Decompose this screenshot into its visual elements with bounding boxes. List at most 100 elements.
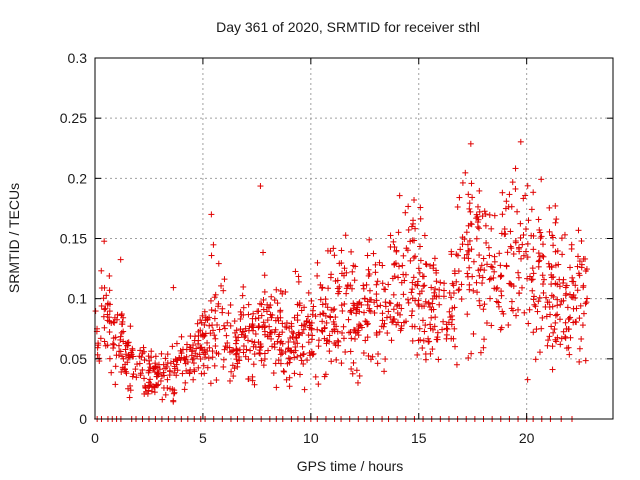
data-point bbox=[453, 278, 460, 285]
data-point bbox=[364, 298, 371, 305]
data-point bbox=[351, 335, 358, 342]
data-point bbox=[517, 220, 524, 227]
data-point bbox=[549, 343, 556, 350]
data-point bbox=[573, 305, 580, 312]
data-point bbox=[574, 253, 581, 260]
data-point bbox=[314, 259, 321, 266]
data-point bbox=[546, 303, 553, 310]
data-point bbox=[342, 232, 349, 239]
data-point bbox=[433, 278, 440, 285]
data-point bbox=[276, 346, 283, 353]
data-point bbox=[356, 308, 363, 315]
data-point bbox=[444, 326, 451, 333]
data-point bbox=[345, 316, 352, 323]
data-point bbox=[327, 248, 334, 255]
data-point bbox=[245, 301, 252, 308]
data-point bbox=[498, 230, 505, 237]
data-point bbox=[440, 318, 447, 325]
data-point bbox=[173, 340, 180, 347]
data-point bbox=[427, 350, 434, 357]
data-point bbox=[101, 324, 108, 331]
data-point bbox=[295, 278, 302, 285]
data-point bbox=[354, 379, 361, 386]
data-point bbox=[101, 306, 108, 313]
data-point bbox=[260, 296, 267, 303]
data-point bbox=[530, 232, 537, 239]
data-point bbox=[391, 273, 398, 280]
data-point bbox=[261, 350, 268, 357]
data-point bbox=[535, 216, 542, 223]
data-point bbox=[491, 268, 498, 275]
data-point bbox=[405, 226, 412, 233]
data-point bbox=[576, 315, 583, 322]
data-point bbox=[405, 299, 412, 306]
data-point bbox=[322, 371, 329, 378]
data-point bbox=[101, 284, 108, 291]
data-point bbox=[340, 323, 347, 330]
data-point bbox=[365, 272, 372, 279]
data-point bbox=[195, 337, 202, 344]
data-point bbox=[562, 333, 569, 340]
data-point bbox=[352, 263, 359, 270]
data-point bbox=[170, 284, 177, 291]
data-point bbox=[408, 223, 415, 230]
data-point bbox=[242, 325, 249, 332]
data-point bbox=[251, 351, 258, 358]
data-point bbox=[213, 377, 220, 384]
data-point bbox=[449, 305, 456, 312]
data-point bbox=[578, 261, 585, 268]
data-point bbox=[524, 254, 531, 261]
data-point bbox=[370, 250, 377, 257]
data-point bbox=[420, 337, 427, 344]
data-point bbox=[550, 242, 557, 249]
data-point bbox=[265, 347, 272, 354]
data-point bbox=[128, 351, 135, 358]
data-point bbox=[118, 369, 125, 376]
data-point bbox=[114, 311, 121, 318]
data-point bbox=[226, 344, 233, 351]
data-point bbox=[410, 274, 417, 281]
data-point bbox=[411, 323, 418, 330]
data-point bbox=[160, 369, 167, 376]
data-point bbox=[416, 269, 423, 276]
data-point bbox=[576, 345, 583, 352]
data-point bbox=[540, 289, 547, 296]
data-point bbox=[428, 284, 435, 291]
data-point bbox=[248, 324, 255, 331]
data-point bbox=[120, 338, 127, 345]
data-point bbox=[223, 332, 230, 339]
data-point bbox=[465, 354, 472, 361]
y-tick-label: 0.05 bbox=[60, 351, 87, 367]
data-point bbox=[452, 343, 459, 350]
data-point bbox=[335, 338, 342, 345]
data-point bbox=[430, 261, 437, 268]
data-point bbox=[491, 253, 498, 260]
data-point bbox=[339, 307, 346, 314]
data-point bbox=[365, 266, 372, 273]
data-point bbox=[383, 314, 390, 321]
data-point bbox=[157, 377, 164, 384]
data-point bbox=[520, 231, 527, 238]
data-point bbox=[106, 287, 113, 294]
data-point bbox=[395, 229, 402, 236]
data-point bbox=[466, 200, 473, 207]
data-point bbox=[360, 349, 367, 356]
y-tick-label: 0.15 bbox=[60, 231, 87, 247]
data-point bbox=[151, 363, 158, 370]
data-point bbox=[491, 285, 498, 292]
data-point bbox=[251, 339, 258, 346]
data-point bbox=[481, 336, 488, 343]
data-point bbox=[476, 252, 483, 259]
data-point bbox=[412, 225, 419, 232]
data-point bbox=[208, 307, 215, 314]
data-point bbox=[261, 324, 268, 331]
data-point bbox=[515, 244, 522, 251]
data-point bbox=[361, 309, 368, 316]
data-point bbox=[239, 292, 246, 299]
data-point bbox=[356, 372, 363, 379]
x-tick-label: 0 bbox=[91, 430, 99, 446]
data-point bbox=[220, 356, 227, 363]
data-point bbox=[500, 310, 507, 317]
data-point bbox=[454, 203, 461, 210]
data-point bbox=[528, 277, 535, 284]
